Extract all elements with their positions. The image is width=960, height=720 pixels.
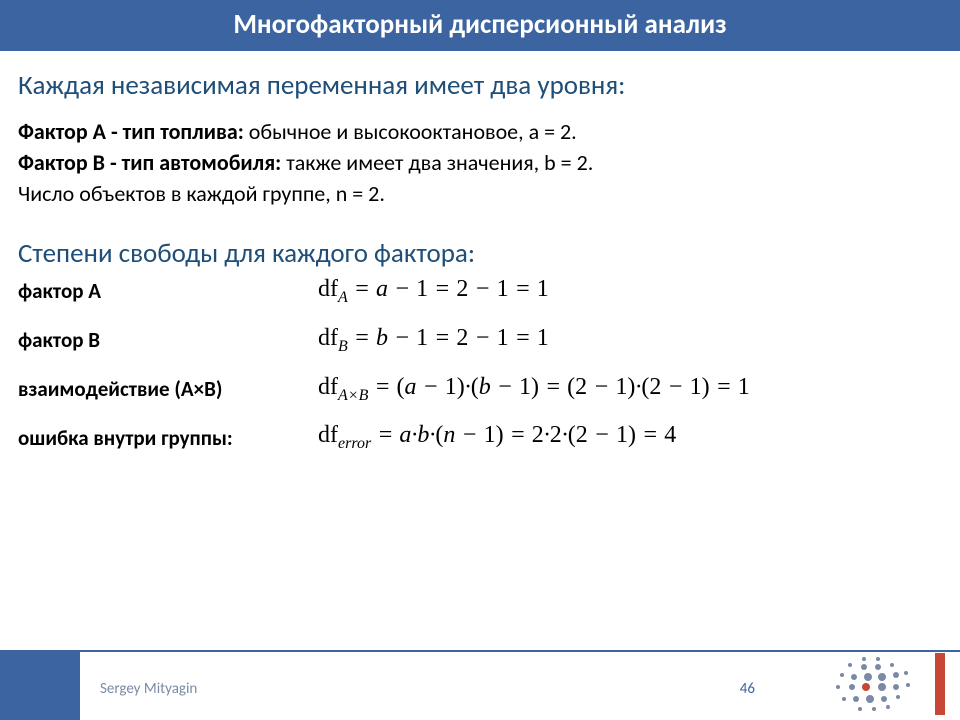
logo-dot — [904, 671, 908, 675]
intro-text: Каждая независимая переменная имеет два … — [18, 69, 942, 102]
df-formula-error: dferror = a·b·(n − 1) = 2·2·(2 − 1) = 4 — [318, 422, 676, 453]
df-formula-ab: dfA×B = (a − 1)·(b − 1) = (2 − 1)·(2 − 1… — [318, 374, 750, 405]
footer-logo — [795, 653, 945, 715]
factor-a-line: Фактор А - тип топлива: обычное и высоко… — [18, 118, 942, 145]
factor-a-bold: Фактор А - тип топлива: — [18, 118, 244, 145]
logo-dot — [853, 696, 859, 702]
df-heading: Степени свободы для каждого фактора: — [18, 237, 942, 270]
logo-bar — [935, 653, 945, 715]
logo-dot — [893, 672, 899, 678]
df-row-error: ошибка внутри группы: dferror = a·b·(n −… — [18, 422, 942, 453]
footer-line — [0, 650, 960, 652]
logo-dot — [878, 673, 886, 681]
logo-dot — [881, 696, 887, 702]
df-row-a: фактор А dfA = a − 1 = 2 − 1 = 1 — [18, 276, 942, 307]
logo-dot — [866, 695, 874, 703]
footer-page: 46 — [740, 680, 755, 698]
df-formula-b: dfB = b − 1 = 2 − 1 = 1 — [318, 325, 549, 356]
logo-dot — [861, 664, 867, 670]
logo-dot — [840, 673, 844, 677]
slide-title: Многофакторный дисперсионный анализ — [233, 8, 726, 41]
logo-dot — [893, 684, 899, 690]
factor-b-rest: также имеет два значения, b = 2. — [281, 149, 593, 176]
factor-b-line: Фактор В - тип автомобиля: также имеет д… — [18, 149, 942, 176]
footer-block — [0, 652, 80, 720]
logo-dot — [848, 663, 852, 667]
logo-dot — [876, 657, 880, 661]
logo-dot — [872, 707, 876, 711]
df-label-a: фактор А — [18, 278, 318, 304]
logo-dot — [849, 684, 855, 690]
logo-dot — [842, 697, 846, 701]
logo-dot — [886, 705, 890, 709]
slide-content: Каждая независимая переменная имеет два … — [0, 51, 960, 453]
logo-dot — [878, 683, 886, 691]
count-line: Число объектов в каждой группе, n = 2. — [18, 180, 942, 207]
df-label-ab: взаимодействие (A×B) — [18, 376, 318, 402]
logo-dot — [896, 695, 900, 699]
logo-dot — [906, 683, 910, 687]
slide-title-bar: Многофакторный дисперсионный анализ — [0, 0, 960, 51]
logo-dots — [802, 655, 927, 713]
df-formula-a: dfA = a − 1 = 2 − 1 = 1 — [318, 276, 549, 307]
logo-dot — [864, 673, 872, 681]
factor-a-rest: обычное и высокооктановое, a = 2. — [244, 118, 577, 145]
df-row-b: фактор В dfB = b − 1 = 2 − 1 = 1 — [18, 325, 942, 356]
logo-dot — [836, 685, 840, 689]
footer: Sergey Mityagin 46 — [0, 650, 960, 720]
logo-dot — [862, 657, 866, 661]
footer-author: Sergey Mityagin — [100, 680, 197, 698]
logo-dot — [851, 674, 857, 680]
logo-dot — [862, 683, 870, 691]
logo-dot — [890, 663, 894, 667]
factor-b-bold: Фактор В - тип автомобиля: — [18, 149, 281, 176]
logo-dot — [875, 664, 881, 670]
logo-dot — [858, 707, 862, 711]
df-row-ab: взаимодействие (A×B) dfA×B = (a − 1)·(b … — [18, 374, 942, 405]
df-label-error: ошибка внутри группы: — [18, 425, 318, 451]
df-label-b: фактор В — [18, 327, 318, 353]
